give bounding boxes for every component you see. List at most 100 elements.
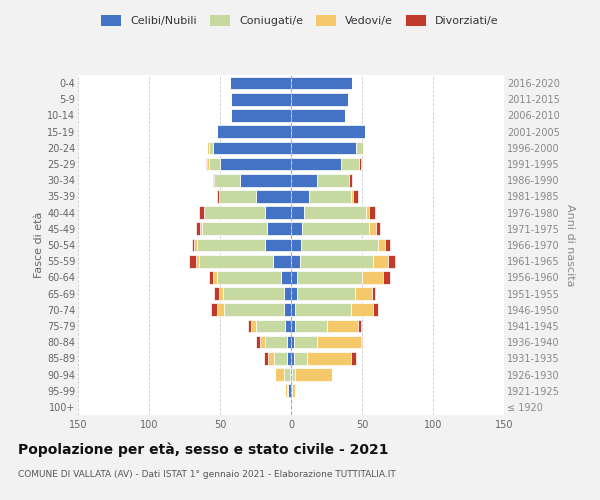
Bar [286, 384, 287, 397]
Bar [197, 238, 265, 252]
Bar [291, 320, 295, 332]
Bar [296, 288, 355, 300]
Bar [369, 206, 375, 219]
Bar [284, 304, 291, 316]
Bar [224, 304, 284, 316]
Bar [194, 238, 197, 252]
Bar [267, 222, 291, 235]
Bar [274, 352, 287, 364]
Bar [291, 352, 294, 364]
Bar [217, 190, 218, 202]
Bar [230, 77, 291, 90]
Bar [291, 190, 310, 202]
Bar [295, 304, 350, 316]
Bar [373, 304, 377, 316]
Bar [223, 288, 284, 300]
Bar [294, 336, 317, 348]
Bar [214, 288, 218, 300]
Bar [265, 206, 291, 219]
Bar [232, 109, 291, 122]
Y-axis label: Anni di nascita: Anni di nascita [565, 204, 575, 286]
Bar [265, 336, 287, 348]
Bar [217, 304, 224, 316]
Bar [377, 238, 385, 252]
Bar [299, 255, 373, 268]
Bar [349, 174, 352, 186]
Bar [217, 126, 291, 138]
Bar [202, 222, 267, 235]
Text: COMUNE DI VALLATA (AV) - Dati ISTAT 1° gennaio 2021 - Elaborazione TUTTITALIA.IT: COMUNE DI VALLATA (AV) - Dati ISTAT 1° g… [18, 470, 396, 479]
Bar [256, 336, 260, 348]
Bar [356, 142, 364, 154]
Bar [287, 352, 291, 364]
Bar [294, 352, 307, 364]
Bar [265, 238, 291, 252]
Bar [290, 368, 291, 381]
Bar [256, 320, 286, 332]
Bar [211, 304, 217, 316]
Bar [291, 238, 301, 252]
Bar [232, 93, 291, 106]
Bar [358, 320, 361, 332]
Bar [353, 190, 358, 202]
Bar [307, 352, 350, 364]
Bar [196, 255, 199, 268]
Bar [290, 400, 291, 413]
Bar [388, 255, 395, 268]
Bar [326, 320, 358, 332]
Bar [291, 109, 345, 122]
Bar [275, 368, 284, 381]
Bar [205, 206, 265, 219]
Bar [317, 174, 349, 186]
Bar [218, 190, 256, 202]
Bar [206, 158, 207, 170]
Bar [209, 158, 220, 170]
Bar [292, 368, 295, 381]
Bar [291, 368, 292, 381]
Bar [207, 158, 209, 170]
Bar [213, 174, 214, 186]
Bar [213, 142, 291, 154]
Bar [287, 384, 288, 397]
Bar [209, 142, 213, 154]
Bar [220, 158, 291, 170]
Bar [281, 271, 291, 283]
Bar [217, 271, 281, 283]
Bar [291, 400, 292, 413]
Bar [200, 222, 202, 235]
Bar [199, 206, 205, 219]
Bar [248, 320, 251, 332]
Bar [240, 174, 291, 186]
Bar [291, 222, 302, 235]
Bar [291, 93, 348, 106]
Bar [304, 206, 366, 219]
Bar [288, 384, 291, 397]
Bar [214, 174, 240, 186]
Bar [191, 238, 194, 252]
Bar [292, 384, 295, 397]
Bar [362, 271, 383, 283]
Bar [373, 255, 388, 268]
Bar [291, 304, 295, 316]
Bar [341, 158, 359, 170]
Y-axis label: Fasce di età: Fasce di età [34, 212, 44, 278]
Bar [355, 288, 372, 300]
Bar [291, 384, 292, 397]
Bar [291, 206, 304, 219]
Legend: Celibi/Nubili, Coniugati/e, Vedovi/e, Divorziati/e: Celibi/Nubili, Coniugati/e, Vedovi/e, Di… [97, 10, 503, 30]
Bar [286, 320, 291, 332]
Bar [256, 190, 291, 202]
Bar [196, 222, 200, 235]
Bar [291, 77, 352, 90]
Bar [291, 142, 356, 154]
Bar [207, 142, 209, 154]
Bar [359, 158, 361, 170]
Bar [264, 352, 268, 364]
Bar [209, 271, 213, 283]
Bar [251, 320, 256, 332]
Bar [310, 190, 350, 202]
Bar [350, 190, 353, 202]
Bar [199, 255, 272, 268]
Bar [218, 288, 223, 300]
Bar [369, 222, 376, 235]
